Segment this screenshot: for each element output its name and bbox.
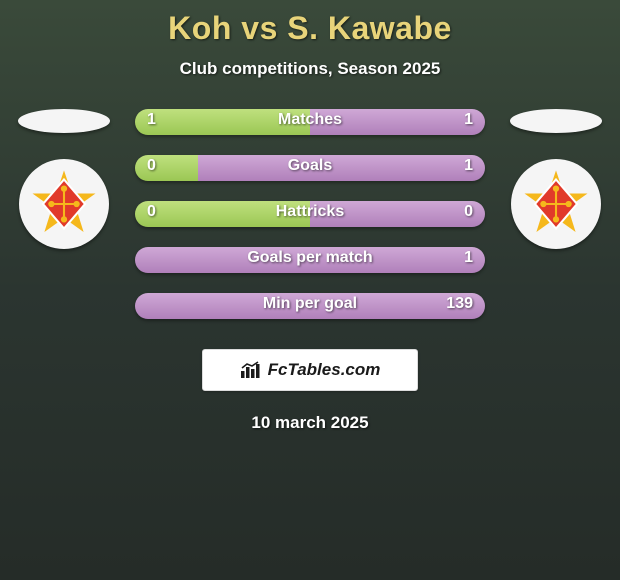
stat-bar-right: [198, 155, 485, 181]
chart-icon: [240, 361, 262, 379]
subtitle: Club competitions, Season 2025: [0, 59, 620, 79]
stat-bar-right: [310, 109, 485, 135]
page-title: Koh vs S. Kawabe: [0, 0, 620, 47]
stat-bar-left: [135, 155, 198, 181]
content-area: Matches11 Goals01 Hattricks00 Goals per mat…: [0, 109, 620, 433]
brand-badge[interactable]: FcTables.com: [202, 349, 418, 391]
stat-bar-right: [310, 201, 485, 227]
brand-text: FcTables.com: [268, 360, 381, 380]
stat-row: Hattricks00: [135, 201, 485, 227]
stat-bar-left: [135, 109, 310, 135]
right-player-column: [506, 109, 606, 249]
date-label: 10 march 2025: [0, 413, 620, 433]
left-player-column: [14, 109, 114, 249]
stat-bar-right: [135, 247, 485, 273]
stat-row: Goals01: [135, 155, 485, 181]
stat-bar-left: [135, 201, 310, 227]
stat-row: Goals per match1: [135, 247, 485, 273]
right-club-badge: [511, 159, 601, 249]
stats-bars: Matches11 Goals01 Hattricks00 Goals per mat…: [135, 109, 485, 319]
stat-row: Min per goal139: [135, 293, 485, 319]
right-player-avatar: [510, 109, 602, 133]
club-crest-icon: [521, 169, 591, 239]
stat-row: Matches11: [135, 109, 485, 135]
left-player-avatar: [18, 109, 110, 133]
club-crest-icon: [29, 169, 99, 239]
left-club-badge: [19, 159, 109, 249]
comparison-card: Koh vs S. Kawabe Club competitions, Seas…: [0, 0, 620, 580]
stat-bar-right: [135, 293, 485, 319]
